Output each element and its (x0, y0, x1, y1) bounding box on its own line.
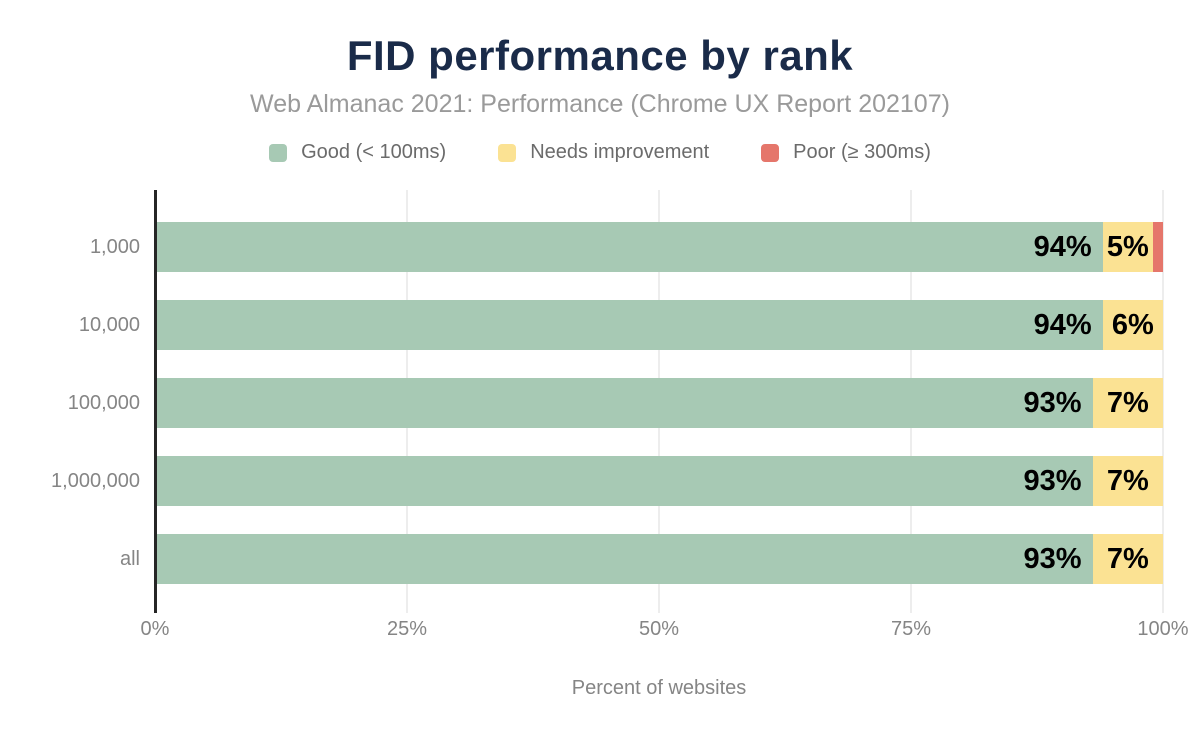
bar-value-label: 7% (1106, 542, 1149, 575)
y-tick-label-100000: 100,000 (67, 392, 140, 414)
bar-segment-good: 94% (157, 222, 1103, 272)
bar-value-label: 94% (1033, 308, 1092, 341)
legend-label-good: Good (< 100ms) (301, 141, 447, 163)
bar-segment-good: 93% (157, 378, 1093, 428)
y-tick-label-10000: 10,000 (78, 314, 140, 336)
gridline-100 (1162, 190, 1164, 613)
bar-segment-needs-improvement: 5% (1102, 222, 1153, 272)
legend-swatch-good-icon (269, 143, 288, 162)
legend-item-good: Good (< 100ms) (269, 141, 446, 164)
legend-label-needs-improvement: Needs improvement (530, 141, 710, 163)
x-tick-label-0: 0% (140, 618, 170, 640)
bar-value-label: 93% (1023, 386, 1082, 419)
y-tick-label-1000: 1,000 (89, 236, 140, 258)
legend-item-needs-improvement: Needs improvement (498, 141, 709, 164)
bar-row-1000000: 93% 7% (157, 456, 1163, 506)
bar-value-label: 94% (1033, 230, 1092, 263)
y-axis-line (154, 190, 157, 613)
bar-value-label: 93% (1023, 542, 1082, 575)
bar-row-1000: 94% 5% (157, 222, 1163, 272)
bar-value-label: 5% (1106, 230, 1149, 263)
bar-segment-needs-improvement: 7% (1092, 456, 1163, 506)
chart-subtitle: Web Almanac 2021: Performance (Chrome UX… (250, 90, 950, 118)
x-tick-label-75: 75% (890, 618, 932, 640)
bar-value-label: 93% (1023, 464, 1082, 497)
bar-value-label: 7% (1106, 386, 1149, 419)
bar-segment-good: 93% (157, 456, 1093, 506)
x-tick-label-25: 25% (386, 618, 428, 640)
x-tick-label-100: 100% (1137, 618, 1189, 640)
bar-segment-needs-improvement: 7% (1092, 378, 1163, 428)
chart-title: FID performance by rank (346, 32, 854, 79)
y-tick-label-1000000: 1,000,000 (51, 470, 140, 492)
bar-segment-good: 94% (157, 300, 1103, 350)
legend-swatch-needs-improvement-icon (498, 143, 517, 162)
bar-row-10000: 94% 6% (157, 300, 1163, 350)
bar-value-label: 6% (1111, 308, 1154, 341)
x-tick-label-50: 50% (638, 618, 680, 640)
bar-row-all: 93% 7% (157, 534, 1163, 584)
bar-value-label: 7% (1106, 464, 1149, 497)
bar-segment-poor (1152, 222, 1163, 272)
legend-label-poor: Poor (≥ 300ms) (793, 141, 931, 163)
x-axis-ticks: 0% 25% 50% 75% 100% (141, 618, 1189, 644)
legend-item-poor: Poor (≥ 300ms) (761, 141, 931, 164)
bar-segment-needs-improvement: 7% (1092, 534, 1163, 584)
bar-segment-needs-improvement: 6% (1102, 300, 1163, 350)
bar-segment-good: 93% (157, 534, 1093, 584)
bars-layer: 94% 5% 94% 6% 93% 7% 93% 7% 93% 7% (157, 190, 1163, 605)
legend: Good (< 100ms) Needs improvement Poor (≥ 3… (0, 141, 1200, 164)
bar-row-100000: 93% 7% (157, 378, 1163, 428)
x-axis-title: Percent of websites (571, 677, 747, 699)
y-tick-label-all: all (119, 548, 140, 570)
legend-swatch-poor-icon (761, 143, 780, 162)
